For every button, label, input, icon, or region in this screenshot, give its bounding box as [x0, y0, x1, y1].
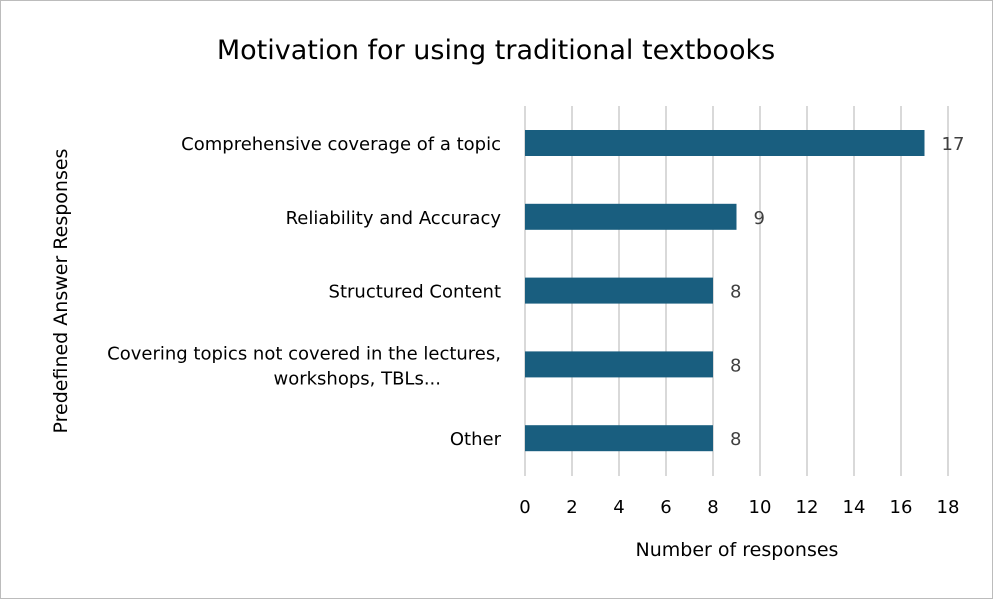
x-tick-label: 10	[749, 497, 772, 518]
x-tick-label: 18	[937, 497, 960, 518]
x-tick-label: 0	[519, 497, 530, 518]
y-tick-label-line: Comprehensive coverage of a topic	[181, 134, 501, 155]
x-tick-label: 4	[613, 497, 624, 518]
x-tick-label: 2	[566, 497, 577, 518]
data-label: 9	[754, 208, 765, 229]
data-label: 8	[730, 355, 741, 376]
y-tick-label-line: Reliability and Accuracy	[286, 208, 502, 229]
x-tick-label: 6	[660, 497, 671, 518]
y-tick-label: Comprehensive coverage of a topic	[181, 134, 501, 155]
bar	[525, 425, 713, 452]
y-tick-label-line: workshops, TBLs...	[273, 368, 441, 389]
x-tick-label: 12	[796, 497, 819, 518]
data-label: 8	[730, 429, 741, 450]
y-tick-label-line: Other	[450, 429, 502, 450]
x-tick-label: 8	[707, 497, 718, 518]
x-tick-label: 14	[843, 497, 866, 518]
y-tick-label-line: Covering topics not covered in the lectu…	[107, 343, 501, 364]
y-axis-label: Predefined Answer Responses	[50, 149, 72, 434]
bar	[525, 351, 713, 378]
y-tick-label: Structured Content	[329, 282, 501, 303]
x-axis-label: Number of responses	[636, 539, 839, 561]
y-tick-label-line: Structured Content	[329, 282, 501, 303]
bar	[525, 130, 925, 156]
bar	[525, 277, 713, 304]
y-tick-label: Other	[450, 429, 502, 450]
x-tick-label: 16	[890, 497, 913, 518]
bar	[525, 203, 737, 230]
chart-title: Motivation for using traditional textboo…	[217, 35, 775, 66]
data-label: 8	[730, 282, 741, 303]
y-tick-label: Reliability and Accuracy	[286, 208, 502, 229]
data-label: 17	[942, 134, 965, 155]
y-tick-label: Covering topics not covered in the lectu…	[107, 343, 501, 389]
